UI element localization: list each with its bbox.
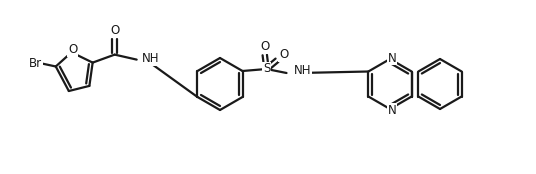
Text: Br: Br <box>29 57 42 70</box>
Text: NH: NH <box>294 65 311 77</box>
Text: N: N <box>388 104 397 117</box>
Text: S: S <box>263 62 270 76</box>
Text: O: O <box>68 43 77 56</box>
Text: N: N <box>388 52 397 65</box>
Text: NH: NH <box>142 52 159 65</box>
Text: O: O <box>279 49 288 61</box>
Text: O: O <box>110 24 120 37</box>
Text: O: O <box>260 41 269 53</box>
